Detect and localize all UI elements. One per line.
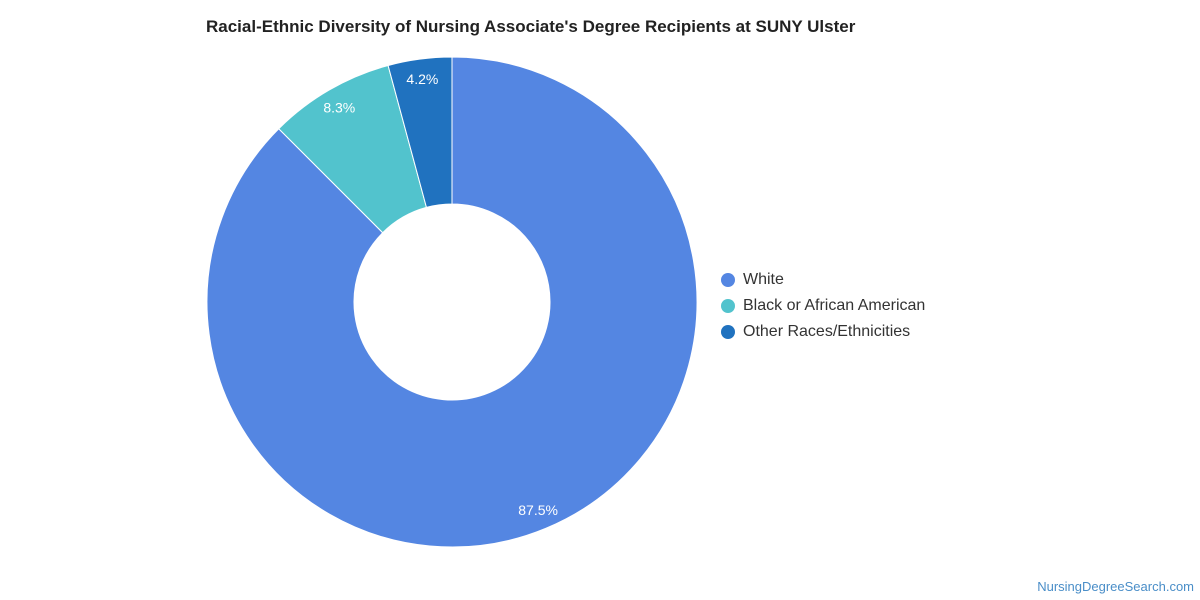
- legend-label: White: [743, 271, 784, 288]
- donut-slice-white[interactable]: [206, 56, 698, 548]
- legend-swatch: [721, 299, 735, 313]
- slice-value-label: 4.2%: [406, 71, 438, 87]
- legend-item[interactable]: Black or African American: [721, 293, 925, 319]
- legend-item[interactable]: White: [721, 267, 925, 293]
- slice-value-label: 8.3%: [323, 99, 355, 115]
- source-credit[interactable]: NursingDegreeSearch.com: [1037, 579, 1194, 594]
- donut-slices: [206, 56, 698, 548]
- slice-value-label: 87.5%: [518, 502, 558, 518]
- legend-swatch: [721, 325, 735, 339]
- donut-slice-other-races-ethnicities[interactable]: [387, 56, 453, 209]
- donut-slice-labels: 87.5% 8.3% 4.2%: [323, 71, 558, 518]
- legend-item[interactable]: Other Races/Ethnicities: [721, 319, 925, 345]
- chart-title: Racial-Ethnic Diversity of Nursing Assoc…: [206, 17, 856, 36]
- legend-label: Black or African American: [743, 297, 926, 314]
- legend-swatch: [721, 273, 735, 287]
- legend-label: Other Races/Ethnicities: [743, 323, 911, 340]
- chart-legend: White Black or African American Other Race…: [721, 267, 925, 345]
